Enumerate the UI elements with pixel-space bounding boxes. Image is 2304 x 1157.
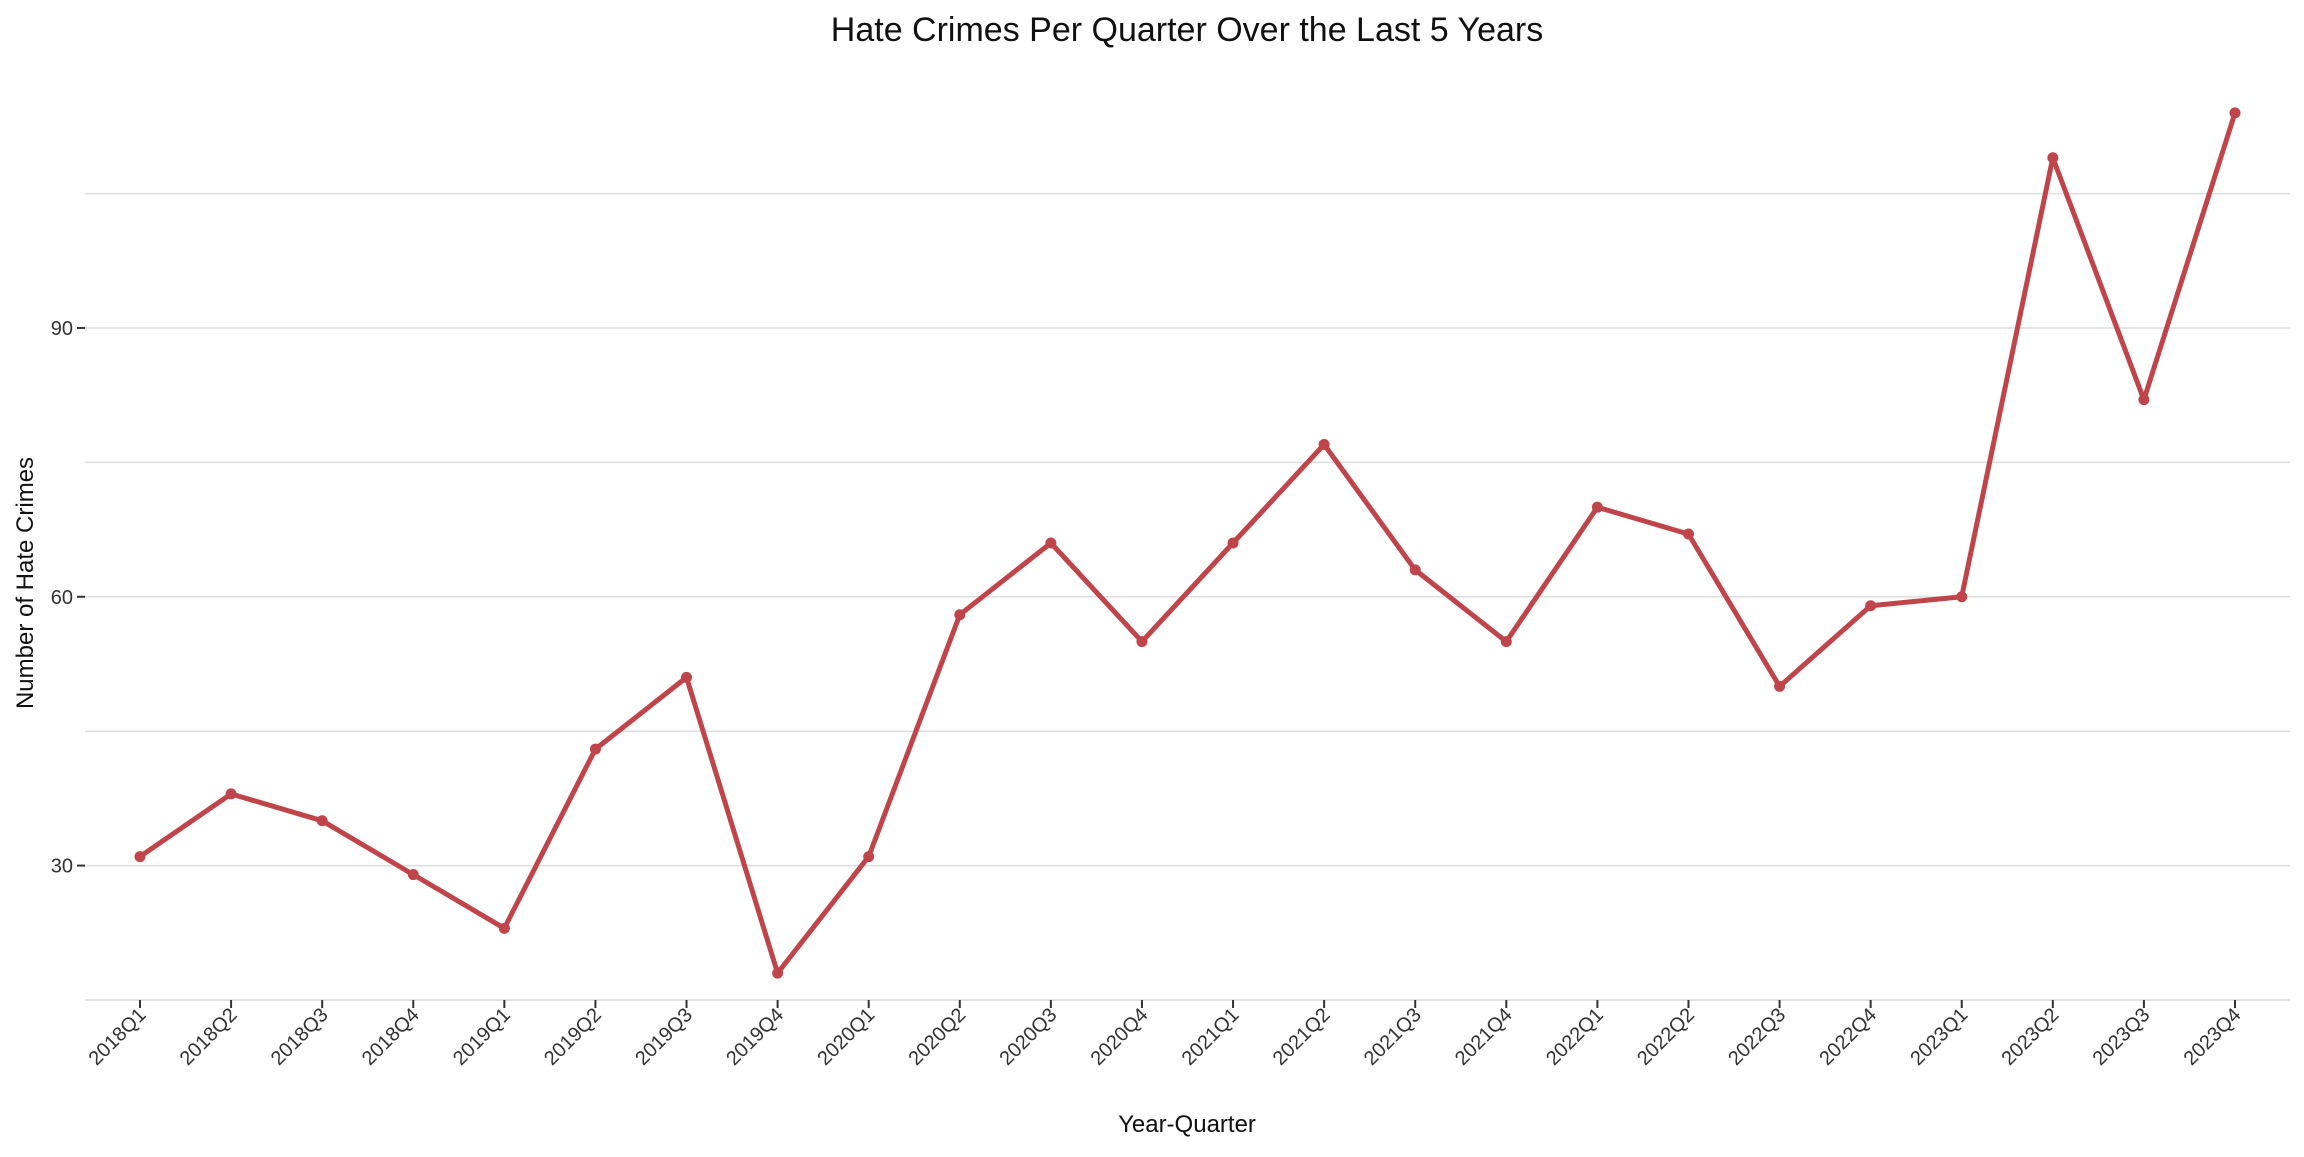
x-axis: 2018Q1 2018Q2 2018Q3 2018Q4 2019Q1 2019Q2 2019… bbox=[85, 1000, 2246, 1070]
x-tick-label: 2023Q3 bbox=[2089, 1004, 2155, 1070]
x-tick-label: 2018Q4 bbox=[358, 1004, 424, 1070]
data-point bbox=[863, 851, 875, 863]
x-tick-label: 2018Q1 bbox=[85, 1004, 151, 1070]
x-tick-label: 2020Q4 bbox=[1087, 1004, 1153, 1070]
data-point bbox=[772, 967, 784, 979]
data-point bbox=[589, 743, 601, 755]
data-point bbox=[498, 922, 510, 934]
y-axis-title: Number of Hate Crimes bbox=[12, 457, 39, 709]
series-layer bbox=[134, 107, 2241, 979]
chart-title: Hate Crimes Per Quarter Over the Last 5 … bbox=[831, 11, 1543, 49]
data-point bbox=[2138, 394, 2150, 406]
data-point bbox=[1227, 537, 1239, 549]
data-point bbox=[1774, 680, 1786, 692]
x-tick-label: 2022Q1 bbox=[1542, 1004, 1608, 1070]
x-tick-label: 2021Q3 bbox=[1360, 1004, 1426, 1070]
x-tick-label: 2022Q3 bbox=[1724, 1004, 1790, 1070]
x-tick-label: 2022Q4 bbox=[1815, 1004, 1881, 1070]
x-tick-label: 2023Q2 bbox=[1997, 1004, 2063, 1070]
data-point bbox=[134, 851, 146, 863]
x-axis-title: Year-Quarter bbox=[1118, 1111, 1256, 1138]
x-tick-label: 2022Q2 bbox=[1633, 1004, 1699, 1070]
data-point bbox=[407, 869, 419, 881]
y-tick-label: 60 bbox=[51, 587, 73, 609]
x-tick-label: 2021Q1 bbox=[1178, 1004, 1244, 1070]
x-tick-label: 2020Q3 bbox=[996, 1004, 1062, 1070]
data-point bbox=[1500, 636, 1512, 648]
data-point bbox=[1318, 438, 1330, 450]
y-tick-label: 90 bbox=[51, 318, 73, 340]
data-point bbox=[1956, 591, 1968, 603]
x-tick-label: 2018Q2 bbox=[176, 1004, 242, 1070]
x-tick-label: 2021Q4 bbox=[1451, 1004, 1517, 1070]
gridlines bbox=[85, 192, 2290, 1001]
x-tick-label: 2023Q1 bbox=[1906, 1004, 1972, 1070]
x-tick-label: 2018Q3 bbox=[267, 1004, 333, 1070]
x-tick-label: 2021Q2 bbox=[1269, 1004, 1335, 1070]
data-point bbox=[681, 671, 693, 683]
x-tick-label: 2020Q1 bbox=[813, 1004, 879, 1070]
data-point bbox=[1682, 528, 1694, 540]
data-point bbox=[954, 609, 966, 621]
x-tick-label: 2019Q3 bbox=[631, 1004, 697, 1070]
x-tick-label: 2020Q2 bbox=[904, 1004, 970, 1070]
data-point bbox=[1865, 600, 1877, 612]
data-point bbox=[2047, 152, 2059, 164]
data-point bbox=[316, 815, 328, 827]
y-axis: 30 60 90 bbox=[51, 318, 85, 878]
x-tick-label: 2019Q1 bbox=[449, 1004, 515, 1070]
data-point bbox=[225, 788, 237, 800]
y-tick-label: 30 bbox=[51, 856, 73, 878]
data-point bbox=[1591, 501, 1603, 513]
x-tick-label: 2019Q4 bbox=[722, 1004, 788, 1070]
data-point bbox=[1136, 636, 1148, 648]
x-tick-label: 2023Q4 bbox=[2180, 1004, 2246, 1070]
data-point bbox=[1045, 537, 1057, 549]
data-point bbox=[1409, 564, 1421, 576]
series-line bbox=[137, 110, 2238, 976]
data-point bbox=[2229, 107, 2241, 119]
x-tick-label: 2019Q2 bbox=[540, 1004, 606, 1070]
